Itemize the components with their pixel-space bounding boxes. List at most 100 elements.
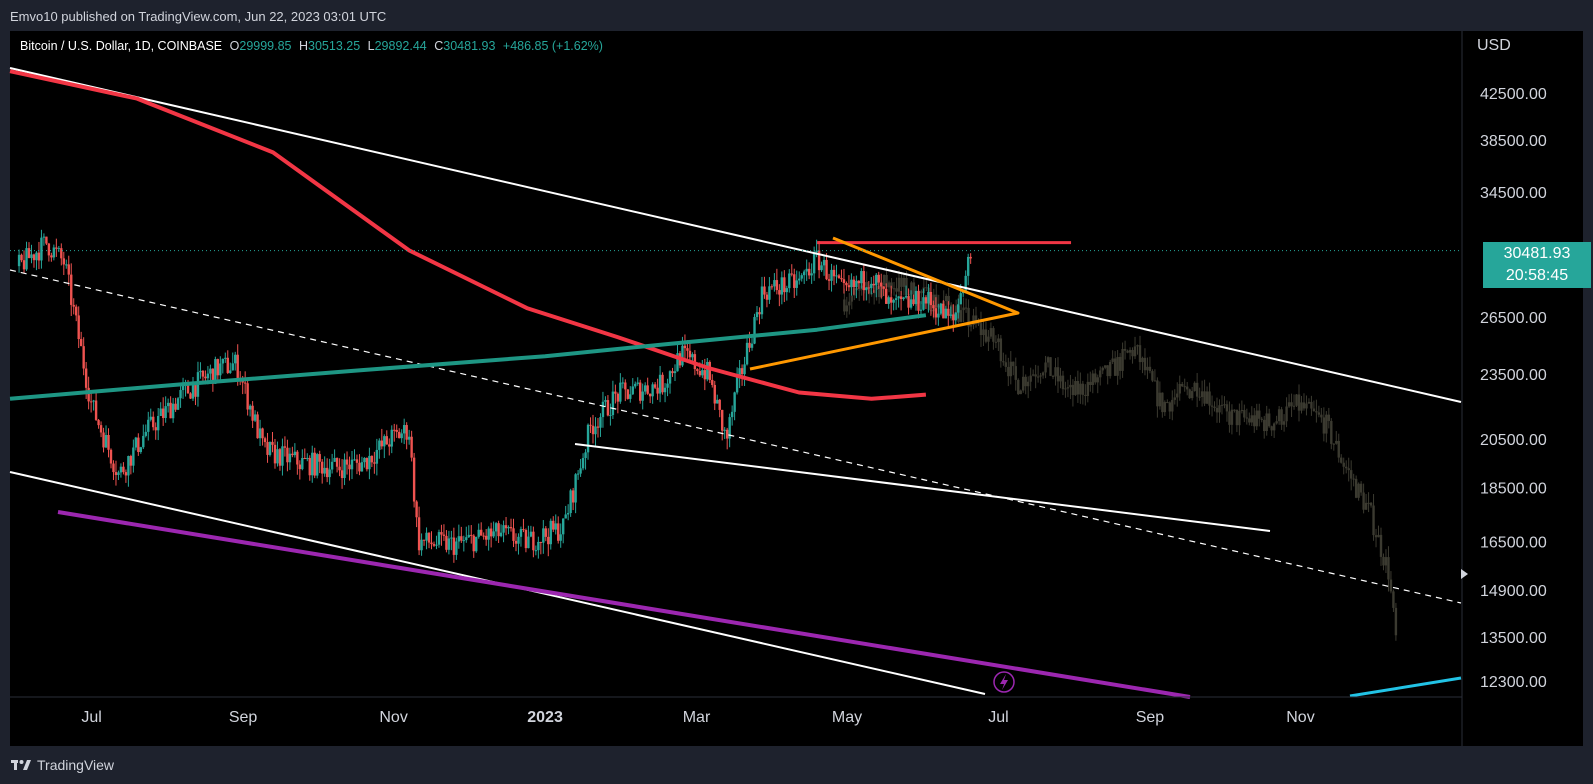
tradingview-brand[interactable]: TradingView (11, 757, 114, 773)
candle-body (194, 384, 197, 397)
candle-body (40, 237, 43, 261)
candle-body (1258, 410, 1261, 419)
candle-body (1161, 392, 1164, 413)
candle-body (243, 382, 247, 384)
candle-body (1335, 440, 1338, 444)
candle-body (1049, 357, 1052, 376)
candle-body (887, 297, 890, 304)
candle-body (1332, 443, 1335, 445)
candle-body (1036, 376, 1040, 378)
candle-body (1024, 376, 1027, 387)
candle-body (507, 527, 510, 529)
candle-body (266, 442, 269, 455)
candle-body (897, 277, 901, 292)
candle-body (934, 308, 938, 318)
candle-body (959, 310, 963, 322)
candle-body (524, 529, 528, 549)
candle-body (673, 371, 677, 374)
candle-body (298, 464, 302, 470)
candle-body (977, 323, 980, 325)
candle-body (743, 364, 746, 375)
candle-body (552, 520, 555, 530)
y-tick-label: 26500.00 (1480, 310, 1547, 327)
candle-body (142, 435, 145, 448)
candle-body (671, 371, 674, 374)
candle-body (1345, 466, 1348, 469)
currency-label[interactable]: USD (1477, 37, 1511, 54)
candle-body (209, 368, 212, 374)
candle-body (1292, 405, 1296, 407)
candle-body (283, 446, 287, 448)
candle-body (457, 536, 461, 542)
candle-body (286, 447, 289, 463)
candle-body (465, 537, 468, 541)
candle-body (442, 534, 446, 536)
candle-body (1225, 404, 1229, 412)
candle-body (206, 373, 210, 379)
candle-body (1031, 374, 1035, 376)
candle-body (703, 370, 707, 380)
candle-body (1267, 413, 1271, 427)
candle-body (435, 544, 438, 546)
candle-body (904, 296, 908, 298)
candle-body (872, 283, 875, 286)
candle-body (1017, 379, 1020, 395)
brand-name: TradingView (37, 757, 115, 773)
candle-body (1389, 579, 1393, 592)
candle-body (1238, 410, 1241, 426)
candle-body (954, 312, 957, 321)
candle-body (1347, 468, 1350, 471)
candle-body (482, 535, 485, 537)
candle-body (790, 273, 793, 275)
candle-body (937, 313, 940, 318)
candle-body (199, 370, 202, 373)
candle-body (256, 414, 259, 439)
candle-body (166, 402, 170, 407)
candle-body (564, 514, 567, 519)
symbol-title[interactable]: Bitcoin / U.S. Dollar, 1D, COINBASE (20, 39, 223, 53)
candle-body (800, 275, 803, 279)
candle-body (129, 456, 133, 466)
candle-body (1367, 502, 1370, 504)
candle-body (82, 346, 85, 369)
candle-body (1369, 502, 1373, 506)
candle-body (1198, 396, 1201, 398)
candle-body (1022, 376, 1025, 391)
candle-body (1059, 375, 1062, 382)
candle-body (1228, 411, 1231, 425)
candle-body (402, 425, 406, 434)
candle-body (925, 287, 928, 289)
candle-body (1372, 505, 1375, 536)
candle-body (171, 403, 175, 419)
candle-body (579, 468, 582, 474)
candle-body (1193, 382, 1196, 392)
candle-body (994, 341, 998, 343)
candle-body (470, 534, 473, 536)
candle-body (1116, 356, 1119, 376)
candle-body (514, 540, 518, 544)
candle-body (345, 459, 349, 465)
candle-body (877, 286, 881, 298)
change-value: +486.85 (+1.62%) (502, 39, 603, 53)
candle-body (845, 283, 848, 286)
candle-body (1250, 415, 1253, 423)
candle-body (870, 283, 873, 289)
candle-body (862, 271, 866, 291)
candle-body (1223, 404, 1226, 406)
candle-body (1099, 370, 1102, 378)
candle-body (1133, 346, 1137, 357)
candle-body (648, 393, 652, 397)
candle-body (663, 387, 667, 393)
candle-body (335, 457, 339, 467)
candle-body (94, 400, 98, 420)
footer-bar (0, 746, 1593, 784)
candle-body (557, 523, 560, 541)
candle-body (383, 436, 386, 447)
candle-body (201, 370, 205, 377)
candle-body (599, 417, 602, 428)
candle-body (691, 354, 694, 358)
candle-body (296, 451, 299, 465)
candle-body (616, 393, 620, 402)
y-tick-label: 13500.00 (1480, 630, 1547, 647)
